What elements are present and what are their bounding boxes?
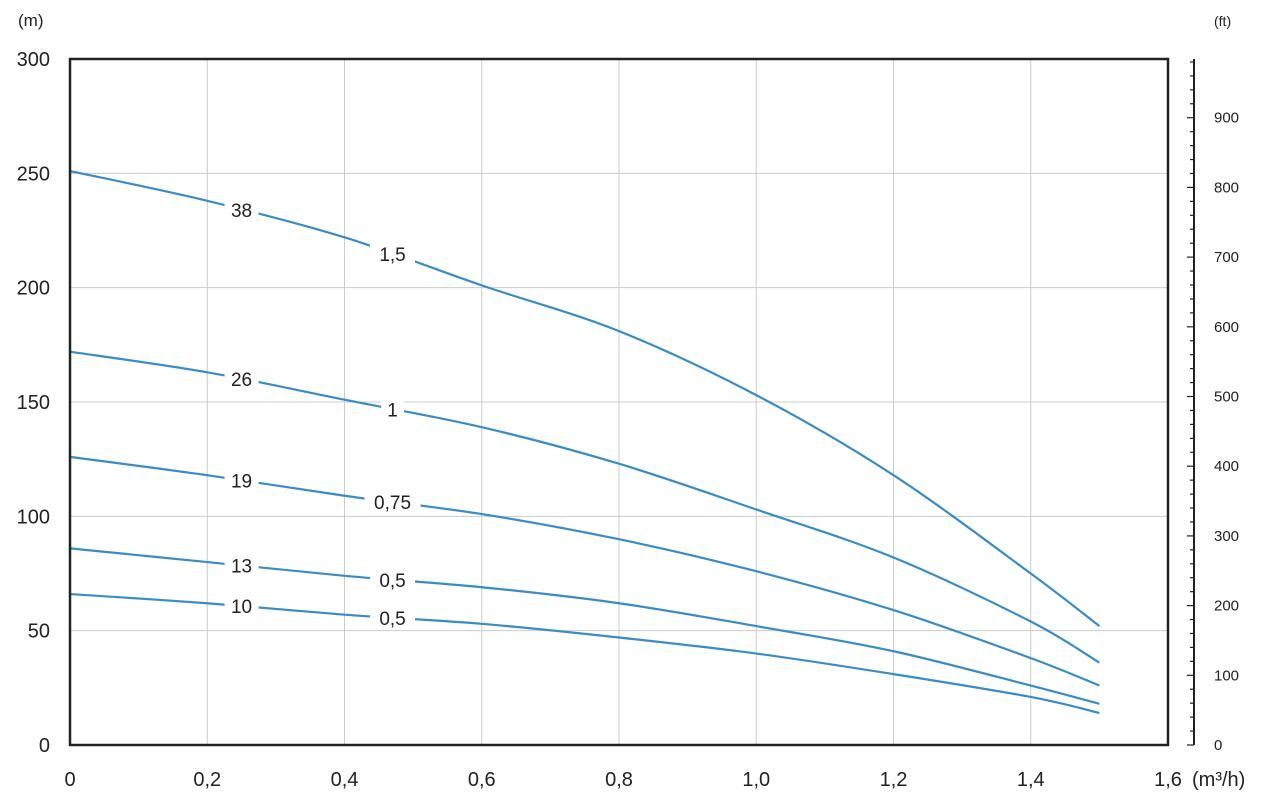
pump-curve-line <box>69 547 1100 705</box>
ft-tick-label: 600 <box>1214 319 1239 336</box>
y-tick-label: 200 <box>17 278 50 300</box>
ft-tick-label: 800 <box>1214 179 1239 196</box>
curve-power-label: 1 <box>387 400 398 421</box>
x-tick-label: 1,0 <box>742 769 770 791</box>
curve-power-label: 0,75 <box>374 493 411 514</box>
curves: 38 1,5 26 1 19 0,75 13 0,5 10 0,5 <box>69 169 1101 715</box>
x-axis-unit: (m³/h) <box>1192 769 1245 791</box>
x-tick-label: 0,8 <box>605 769 633 791</box>
x-tick-label: 1,6 <box>1154 769 1182 791</box>
curve-label-mask <box>224 553 259 578</box>
y-tick-label: 50 <box>28 621 50 643</box>
curve-stage-label: 13 <box>231 556 252 577</box>
y-axis-unit: (m) <box>18 11 43 30</box>
curve-label-mask <box>364 490 421 515</box>
ft-tick-label: 900 <box>1214 110 1239 127</box>
right-axis: 0 100 200 300 400 500 600 700 800 900 (ft) <box>1187 13 1239 754</box>
curve-power-label: 1,5 <box>379 245 405 266</box>
ft-tick-label: 400 <box>1214 458 1239 475</box>
curve-stage-label: 10 <box>231 597 252 618</box>
y-tick-label: 0 <box>39 735 50 757</box>
grid <box>70 59 1168 745</box>
y-tick-label: 250 <box>17 163 50 185</box>
ft-tick-label: 500 <box>1214 389 1239 406</box>
curve-label-mask <box>224 468 259 493</box>
x-tick-label: 1,2 <box>880 769 908 791</box>
x-tick-label: 0,4 <box>331 769 359 791</box>
curve-stage-label: 19 <box>231 471 252 492</box>
y-tick-label: 100 <box>17 506 50 528</box>
x-tick-label: 1,4 <box>1017 769 1045 791</box>
plot-frame <box>68 57 1170 747</box>
ft-tick-label: 200 <box>1214 598 1239 615</box>
pump-curve-line <box>69 592 1100 715</box>
ft-tick-label: 100 <box>1214 667 1239 684</box>
curve-stage-label: 26 <box>231 370 252 391</box>
y-tick-label: 300 <box>17 49 50 71</box>
curve-label-mask <box>224 594 259 619</box>
pump-curve-line <box>69 350 1100 664</box>
curve-label-mask <box>224 197 259 222</box>
curve-label-mask <box>224 367 259 392</box>
curve-label-mask <box>370 605 416 630</box>
ft-tick-label: 0 <box>1214 737 1222 754</box>
curve-label-mask <box>381 397 405 422</box>
ft-tick-label: 300 <box>1214 528 1239 545</box>
ft-tick-label: 700 <box>1214 249 1239 266</box>
curve-label-mask <box>370 242 416 267</box>
ft-axis-unit: (ft) <box>1214 13 1231 29</box>
x-tick-label: 0,2 <box>193 769 221 791</box>
pump-curve-line <box>69 169 1101 627</box>
curve-label-mask <box>370 567 416 592</box>
curve-stage-label: 38 <box>231 201 252 222</box>
x-tick-label: 0 <box>64 769 75 791</box>
y-tick-label: 150 <box>17 392 50 414</box>
curve-power-label: 0,5 <box>379 609 405 630</box>
x-tick-label: 0,6 <box>468 769 496 791</box>
curve-power-label: 0,5 <box>379 571 405 592</box>
pump-curve-line <box>69 455 1100 687</box>
